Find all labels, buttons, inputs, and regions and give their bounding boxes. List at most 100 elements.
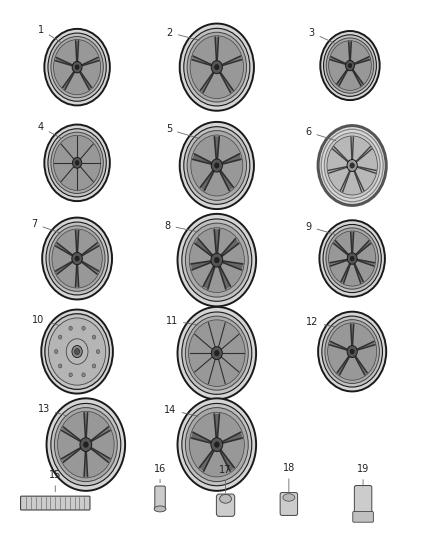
Ellipse shape [177, 214, 256, 306]
Polygon shape [220, 171, 233, 190]
Polygon shape [337, 70, 347, 86]
Ellipse shape [177, 398, 256, 491]
Ellipse shape [75, 256, 79, 261]
FancyBboxPatch shape [354, 486, 372, 515]
Ellipse shape [318, 126, 386, 205]
Polygon shape [76, 41, 78, 61]
Text: 8: 8 [164, 221, 198, 232]
Polygon shape [193, 154, 212, 164]
Ellipse shape [215, 442, 219, 447]
Polygon shape [61, 448, 81, 462]
Polygon shape [201, 72, 214, 93]
Ellipse shape [187, 131, 247, 200]
Ellipse shape [74, 349, 80, 354]
Polygon shape [191, 261, 211, 270]
Ellipse shape [154, 506, 166, 512]
Ellipse shape [59, 364, 62, 368]
Ellipse shape [75, 65, 79, 69]
Ellipse shape [189, 228, 244, 293]
Ellipse shape [189, 412, 244, 477]
Ellipse shape [180, 23, 254, 111]
Ellipse shape [182, 403, 252, 486]
Ellipse shape [328, 323, 377, 380]
Ellipse shape [320, 31, 380, 100]
Ellipse shape [48, 129, 106, 197]
Ellipse shape [180, 122, 254, 209]
Text: 16: 16 [154, 464, 166, 483]
Ellipse shape [215, 257, 219, 263]
Ellipse shape [211, 346, 223, 360]
Ellipse shape [59, 335, 62, 339]
Ellipse shape [347, 159, 357, 172]
Ellipse shape [191, 135, 243, 196]
Polygon shape [191, 432, 211, 443]
Ellipse shape [318, 312, 386, 391]
Text: 7: 7 [31, 219, 60, 233]
Ellipse shape [72, 253, 82, 265]
Polygon shape [353, 70, 363, 86]
Ellipse shape [347, 253, 357, 264]
Ellipse shape [326, 38, 374, 93]
Text: 13: 13 [38, 404, 67, 416]
Ellipse shape [321, 129, 383, 202]
Text: 15: 15 [49, 470, 61, 492]
Ellipse shape [49, 226, 105, 291]
Polygon shape [349, 42, 351, 60]
FancyBboxPatch shape [216, 494, 235, 516]
Ellipse shape [51, 132, 103, 193]
Text: 1: 1 [38, 25, 62, 43]
Polygon shape [214, 414, 219, 438]
Text: 3: 3 [308, 28, 336, 44]
Polygon shape [215, 37, 219, 60]
Ellipse shape [327, 136, 378, 195]
Text: 2: 2 [166, 28, 199, 41]
Ellipse shape [185, 408, 248, 482]
Text: 6: 6 [305, 127, 336, 141]
Ellipse shape [219, 495, 231, 503]
Polygon shape [82, 261, 99, 274]
Text: 10: 10 [32, 314, 60, 326]
Polygon shape [222, 154, 241, 164]
Ellipse shape [66, 339, 88, 365]
Ellipse shape [46, 398, 125, 491]
Polygon shape [223, 432, 242, 443]
Ellipse shape [42, 217, 112, 300]
Ellipse shape [69, 326, 72, 330]
Polygon shape [84, 413, 88, 437]
Ellipse shape [347, 345, 357, 358]
Text: 9: 9 [305, 222, 336, 235]
Ellipse shape [211, 438, 223, 451]
Ellipse shape [92, 335, 96, 339]
Ellipse shape [69, 373, 72, 377]
FancyBboxPatch shape [280, 492, 297, 515]
Ellipse shape [45, 314, 110, 389]
Ellipse shape [44, 125, 110, 201]
Ellipse shape [84, 442, 88, 447]
Polygon shape [203, 266, 215, 289]
FancyBboxPatch shape [155, 486, 165, 511]
Ellipse shape [72, 345, 82, 358]
Polygon shape [221, 239, 239, 256]
Ellipse shape [324, 35, 376, 96]
Polygon shape [341, 264, 350, 283]
Polygon shape [214, 229, 219, 253]
Ellipse shape [185, 316, 248, 390]
Ellipse shape [182, 219, 252, 301]
Polygon shape [330, 56, 346, 64]
Text: 17: 17 [219, 465, 232, 493]
Ellipse shape [51, 37, 103, 98]
Ellipse shape [350, 256, 354, 261]
Ellipse shape [326, 228, 378, 289]
Ellipse shape [49, 318, 106, 385]
Polygon shape [56, 243, 73, 256]
Polygon shape [223, 261, 243, 270]
Polygon shape [199, 450, 214, 471]
Ellipse shape [75, 160, 79, 165]
Polygon shape [354, 56, 370, 64]
Ellipse shape [348, 63, 352, 68]
Polygon shape [219, 266, 230, 289]
Ellipse shape [211, 253, 223, 267]
Text: 5: 5 [166, 124, 199, 139]
Text: 18: 18 [283, 463, 295, 493]
Polygon shape [337, 357, 349, 375]
